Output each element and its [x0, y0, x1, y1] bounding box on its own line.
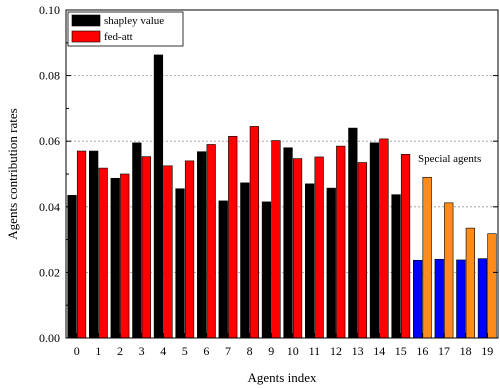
bar-shapley-4 [153, 54, 164, 339]
y-tick-label-2: 0.04 [39, 200, 60, 214]
bar-fed-att-17 [444, 202, 454, 339]
y-tick-label-5: 0.10 [39, 3, 60, 17]
plot-frame [65, 9, 499, 339]
bar-shapley-1 [89, 150, 99, 339]
x-tick-label-16: 16 [416, 344, 428, 358]
x-tick-label-13: 13 [352, 344, 364, 358]
y-tick-label-4: 0.08 [39, 69, 60, 83]
bar-shapley-2 [110, 177, 120, 339]
bar-shapley-13 [348, 127, 358, 339]
y-tick-label-3: 0.06 [39, 134, 60, 148]
x-tick-label-14: 14 [373, 344, 385, 358]
bar-fed-att-19 [487, 233, 497, 339]
bar-fed-att-9 [271, 140, 281, 339]
x-tick-label-8: 8 [247, 344, 253, 358]
bar-fed-att-6 [206, 144, 216, 339]
bar-shapley-14 [369, 142, 380, 339]
x-tick-label-7: 7 [225, 344, 231, 358]
gridlines [66, 75, 498, 273]
bar-shapley-18 [456, 259, 466, 339]
bar-fed-att-5 [184, 160, 195, 339]
bar-shapley-16 [413, 259, 423, 339]
bar-shapley-8 [240, 182, 250, 339]
bar-shapley-3 [132, 142, 142, 339]
y-tick-label-0: 0.00 [39, 331, 60, 345]
bar-fed-att-18 [465, 227, 475, 339]
bar-fed-att-16 [422, 176, 432, 339]
x-tick-label-11: 11 [309, 344, 321, 358]
legend: shapley value fed-att [67, 11, 184, 47]
x-tick-label-4: 4 [160, 344, 166, 358]
legend-label-shapley: shapley value [104, 15, 164, 27]
x-axis-title: Agents index [248, 370, 317, 385]
bar-fed-att-13 [357, 162, 367, 339]
y-axis-title: Agents contribution rates [5, 108, 20, 239]
y-tick-label-1: 0.02 [39, 265, 60, 279]
bar-shapley-11 [305, 183, 315, 339]
x-tick-label-6: 6 [203, 344, 209, 358]
bar-shapley-7 [218, 200, 228, 339]
x-tick-label-15: 15 [395, 344, 407, 358]
bar-shapley-15 [391, 194, 401, 339]
bar-shapley-12 [326, 187, 336, 339]
x-tick-label-2: 2 [117, 344, 123, 358]
x-tick-label-10: 10 [287, 344, 299, 358]
bar-shapley-17 [434, 258, 444, 339]
legend-label-fed-att: fed-att [104, 31, 133, 43]
bar-fed-att-2 [120, 173, 130, 339]
bar-fed-att-12 [336, 145, 346, 339]
bars [67, 54, 497, 339]
bar-shapley-0 [67, 195, 77, 339]
bar-fed-att-8 [249, 126, 259, 339]
bar-shapley-9 [261, 201, 272, 339]
bar-fed-att-7 [228, 135, 238, 339]
x-tick-label-9: 9 [268, 344, 274, 358]
bar-fed-att-11 [314, 156, 324, 339]
bar-shapley-5 [175, 188, 185, 339]
bar-shapley-19 [477, 258, 488, 339]
axis-ticks: 0.000.020.040.060.080.100 1 2 3 4 5 6 7 8 9 10 11 12… [39, 3, 498, 358]
bar-fed-att-15 [400, 154, 411, 339]
bar-fed-att-0 [76, 150, 87, 339]
legend-swatch-shapley [71, 14, 101, 27]
bar-fed-att-1 [98, 167, 108, 339]
x-tick-label-12: 12 [330, 344, 342, 358]
bar-fed-att-10 [292, 158, 303, 339]
bar-fed-att-14 [379, 138, 389, 339]
bar-fed-att-4 [163, 165, 173, 339]
x-tick-label-17: 17 [438, 344, 450, 358]
x-tick-label-3: 3 [139, 344, 145, 358]
x-tick-label-18: 18 [460, 344, 472, 358]
legend-swatch-fed-att [71, 30, 101, 43]
special-agents-annotation: Special agents [418, 153, 481, 165]
x-tick-label-0: 0 [74, 344, 80, 358]
bar-shapley-6 [197, 151, 207, 339]
x-tick-label-5: 5 [182, 344, 188, 358]
x-tick-label-19: 19 [481, 344, 493, 358]
x-tick-label-1: 1 [95, 344, 101, 358]
bar-shapley-10 [283, 147, 293, 339]
bar-fed-att-3 [141, 156, 151, 339]
